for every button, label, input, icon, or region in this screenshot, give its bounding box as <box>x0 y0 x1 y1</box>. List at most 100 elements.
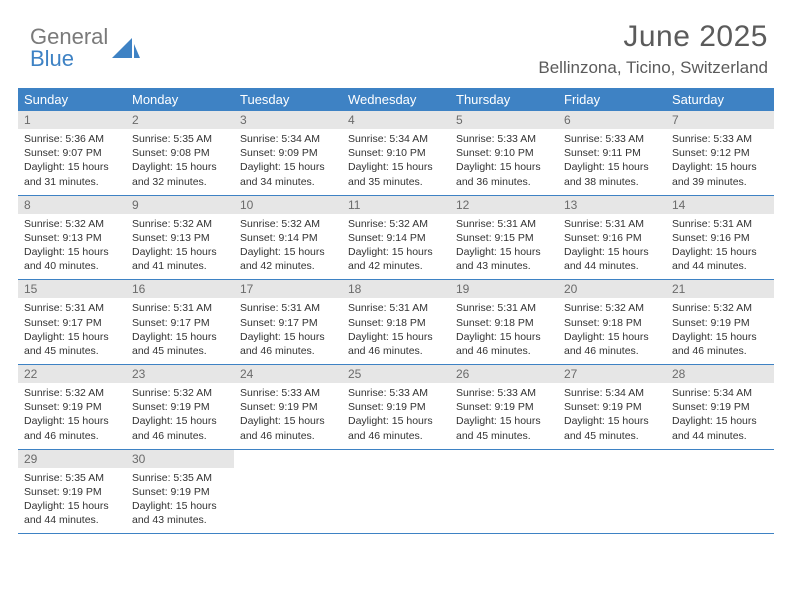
day-number: 15 <box>18 280 126 298</box>
calendar-day-cell: 18Sunrise: 5:31 AMSunset: 9:18 PMDayligh… <box>342 280 450 365</box>
sunrise-text: Sunrise: 5:32 AM <box>24 217 120 231</box>
day-body: Sunrise: 5:33 AMSunset: 9:19 PMDaylight:… <box>342 383 450 449</box>
daylight-text-1: Daylight: 15 hours <box>348 414 444 428</box>
day-number: 2 <box>126 111 234 129</box>
sunrise-text: Sunrise: 5:32 AM <box>348 217 444 231</box>
sunset-text: Sunset: 9:13 PM <box>132 231 228 245</box>
day-number: 5 <box>450 111 558 129</box>
daylight-text-2: and 34 minutes. <box>240 175 336 189</box>
calendar-day-cell: 22Sunrise: 5:32 AMSunset: 9:19 PMDayligh… <box>18 365 126 450</box>
day-body: Sunrise: 5:33 AMSunset: 9:10 PMDaylight:… <box>450 129 558 195</box>
sunrise-text: Sunrise: 5:31 AM <box>456 301 552 315</box>
calendar-day-cell: 13Sunrise: 5:31 AMSunset: 9:16 PMDayligh… <box>558 195 666 280</box>
daylight-text-2: and 42 minutes. <box>240 259 336 273</box>
daylight-text-2: and 45 minutes. <box>24 344 120 358</box>
calendar-page: General Blue June 2025 Bellinzona, Ticin… <box>0 0 792 612</box>
calendar-day-cell: 30Sunrise: 5:35 AMSunset: 9:19 PMDayligh… <box>126 449 234 534</box>
sunset-text: Sunset: 9:19 PM <box>24 400 120 414</box>
sunset-text: Sunset: 9:19 PM <box>24 485 120 499</box>
calendar-week-row: 15Sunrise: 5:31 AMSunset: 9:17 PMDayligh… <box>18 280 774 365</box>
day-number: 28 <box>666 365 774 383</box>
day-number: 11 <box>342 196 450 214</box>
sunset-text: Sunset: 9:10 PM <box>456 146 552 160</box>
daylight-text-1: Daylight: 15 hours <box>348 330 444 344</box>
daylight-text-2: and 32 minutes. <box>132 175 228 189</box>
daylight-text-2: and 42 minutes. <box>348 259 444 273</box>
day-body: Sunrise: 5:31 AMSunset: 9:18 PMDaylight:… <box>342 298 450 364</box>
calendar-day-cell: 20Sunrise: 5:32 AMSunset: 9:18 PMDayligh… <box>558 280 666 365</box>
day-body: Sunrise: 5:34 AMSunset: 9:19 PMDaylight:… <box>666 383 774 449</box>
sunset-text: Sunset: 9:08 PM <box>132 146 228 160</box>
day-number: 8 <box>18 196 126 214</box>
daylight-text-2: and 45 minutes. <box>564 429 660 443</box>
calendar-day-cell: 25Sunrise: 5:33 AMSunset: 9:19 PMDayligh… <box>342 365 450 450</box>
calendar-table: SundayMondayTuesdayWednesdayThursdayFrid… <box>18 88 774 534</box>
daylight-text-1: Daylight: 15 hours <box>456 160 552 174</box>
day-number: 13 <box>558 196 666 214</box>
sunrise-text: Sunrise: 5:33 AM <box>456 132 552 146</box>
daylight-text-2: and 44 minutes. <box>24 513 120 527</box>
logo-text: General Blue <box>30 26 108 70</box>
sunrise-text: Sunrise: 5:33 AM <box>348 386 444 400</box>
sunrise-text: Sunrise: 5:35 AM <box>132 132 228 146</box>
sunrise-text: Sunrise: 5:32 AM <box>132 386 228 400</box>
sunrise-text: Sunrise: 5:33 AM <box>456 386 552 400</box>
daylight-text-1: Daylight: 15 hours <box>24 499 120 513</box>
daylight-text-2: and 46 minutes. <box>240 344 336 358</box>
calendar-day-cell: 14Sunrise: 5:31 AMSunset: 9:16 PMDayligh… <box>666 195 774 280</box>
title-block: June 2025 Bellinzona, Ticino, Switzerlan… <box>538 20 774 78</box>
sunset-text: Sunset: 9:14 PM <box>348 231 444 245</box>
day-number: 26 <box>450 365 558 383</box>
day-body: Sunrise: 5:34 AMSunset: 9:10 PMDaylight:… <box>342 129 450 195</box>
day-number: 27 <box>558 365 666 383</box>
calendar-day-cell: 28Sunrise: 5:34 AMSunset: 9:19 PMDayligh… <box>666 365 774 450</box>
daylight-text-1: Daylight: 15 hours <box>24 160 120 174</box>
calendar-day-cell: 15Sunrise: 5:31 AMSunset: 9:17 PMDayligh… <box>18 280 126 365</box>
day-body: Sunrise: 5:32 AMSunset: 9:19 PMDaylight:… <box>666 298 774 364</box>
calendar-day-cell: 29Sunrise: 5:35 AMSunset: 9:19 PMDayligh… <box>18 449 126 534</box>
daylight-text-2: and 41 minutes. <box>132 259 228 273</box>
calendar-day-cell: 12Sunrise: 5:31 AMSunset: 9:15 PMDayligh… <box>450 195 558 280</box>
daylight-text-2: and 31 minutes. <box>24 175 120 189</box>
sunrise-text: Sunrise: 5:32 AM <box>564 301 660 315</box>
day-body: Sunrise: 5:32 AMSunset: 9:13 PMDaylight:… <box>126 214 234 280</box>
calendar-day-cell: 23Sunrise: 5:32 AMSunset: 9:19 PMDayligh… <box>126 365 234 450</box>
sunset-text: Sunset: 9:16 PM <box>564 231 660 245</box>
logo-text-bottom: Blue <box>30 48 108 70</box>
sunrise-text: Sunrise: 5:34 AM <box>564 386 660 400</box>
day-number: 25 <box>342 365 450 383</box>
daylight-text-2: and 46 minutes. <box>456 344 552 358</box>
calendar-day-cell: 16Sunrise: 5:31 AMSunset: 9:17 PMDayligh… <box>126 280 234 365</box>
sunset-text: Sunset: 9:19 PM <box>456 400 552 414</box>
day-number: 12 <box>450 196 558 214</box>
day-body: Sunrise: 5:33 AMSunset: 9:12 PMDaylight:… <box>666 129 774 195</box>
sunrise-text: Sunrise: 5:32 AM <box>24 386 120 400</box>
daylight-text-2: and 43 minutes. <box>132 513 228 527</box>
sunset-text: Sunset: 9:19 PM <box>240 400 336 414</box>
sunrise-text: Sunrise: 5:35 AM <box>24 471 120 485</box>
header: General Blue June 2025 Bellinzona, Ticin… <box>18 20 774 78</box>
day-number: 9 <box>126 196 234 214</box>
sunset-text: Sunset: 9:13 PM <box>24 231 120 245</box>
daylight-text-1: Daylight: 15 hours <box>456 330 552 344</box>
day-body: Sunrise: 5:32 AMSunset: 9:19 PMDaylight:… <box>126 383 234 449</box>
sunset-text: Sunset: 9:19 PM <box>672 400 768 414</box>
sunset-text: Sunset: 9:11 PM <box>564 146 660 160</box>
daylight-text-1: Daylight: 15 hours <box>24 330 120 344</box>
calendar-day-cell: 9Sunrise: 5:32 AMSunset: 9:13 PMDaylight… <box>126 195 234 280</box>
calendar-day-cell: 1Sunrise: 5:36 AMSunset: 9:07 PMDaylight… <box>18 111 126 195</box>
calendar-day-cell: 10Sunrise: 5:32 AMSunset: 9:14 PMDayligh… <box>234 195 342 280</box>
calendar-week-row: 8Sunrise: 5:32 AMSunset: 9:13 PMDaylight… <box>18 195 774 280</box>
daylight-text-2: and 45 minutes. <box>132 344 228 358</box>
calendar-day-cell: 26Sunrise: 5:33 AMSunset: 9:19 PMDayligh… <box>450 365 558 450</box>
day-number: 20 <box>558 280 666 298</box>
sunset-text: Sunset: 9:16 PM <box>672 231 768 245</box>
daylight-text-2: and 46 minutes. <box>240 429 336 443</box>
daylight-text-2: and 39 minutes. <box>672 175 768 189</box>
daylight-text-1: Daylight: 15 hours <box>348 160 444 174</box>
daylight-text-1: Daylight: 15 hours <box>348 245 444 259</box>
sunrise-text: Sunrise: 5:34 AM <box>240 132 336 146</box>
day-body: Sunrise: 5:31 AMSunset: 9:17 PMDaylight:… <box>18 298 126 364</box>
sunset-text: Sunset: 9:19 PM <box>132 400 228 414</box>
sunrise-text: Sunrise: 5:32 AM <box>132 217 228 231</box>
